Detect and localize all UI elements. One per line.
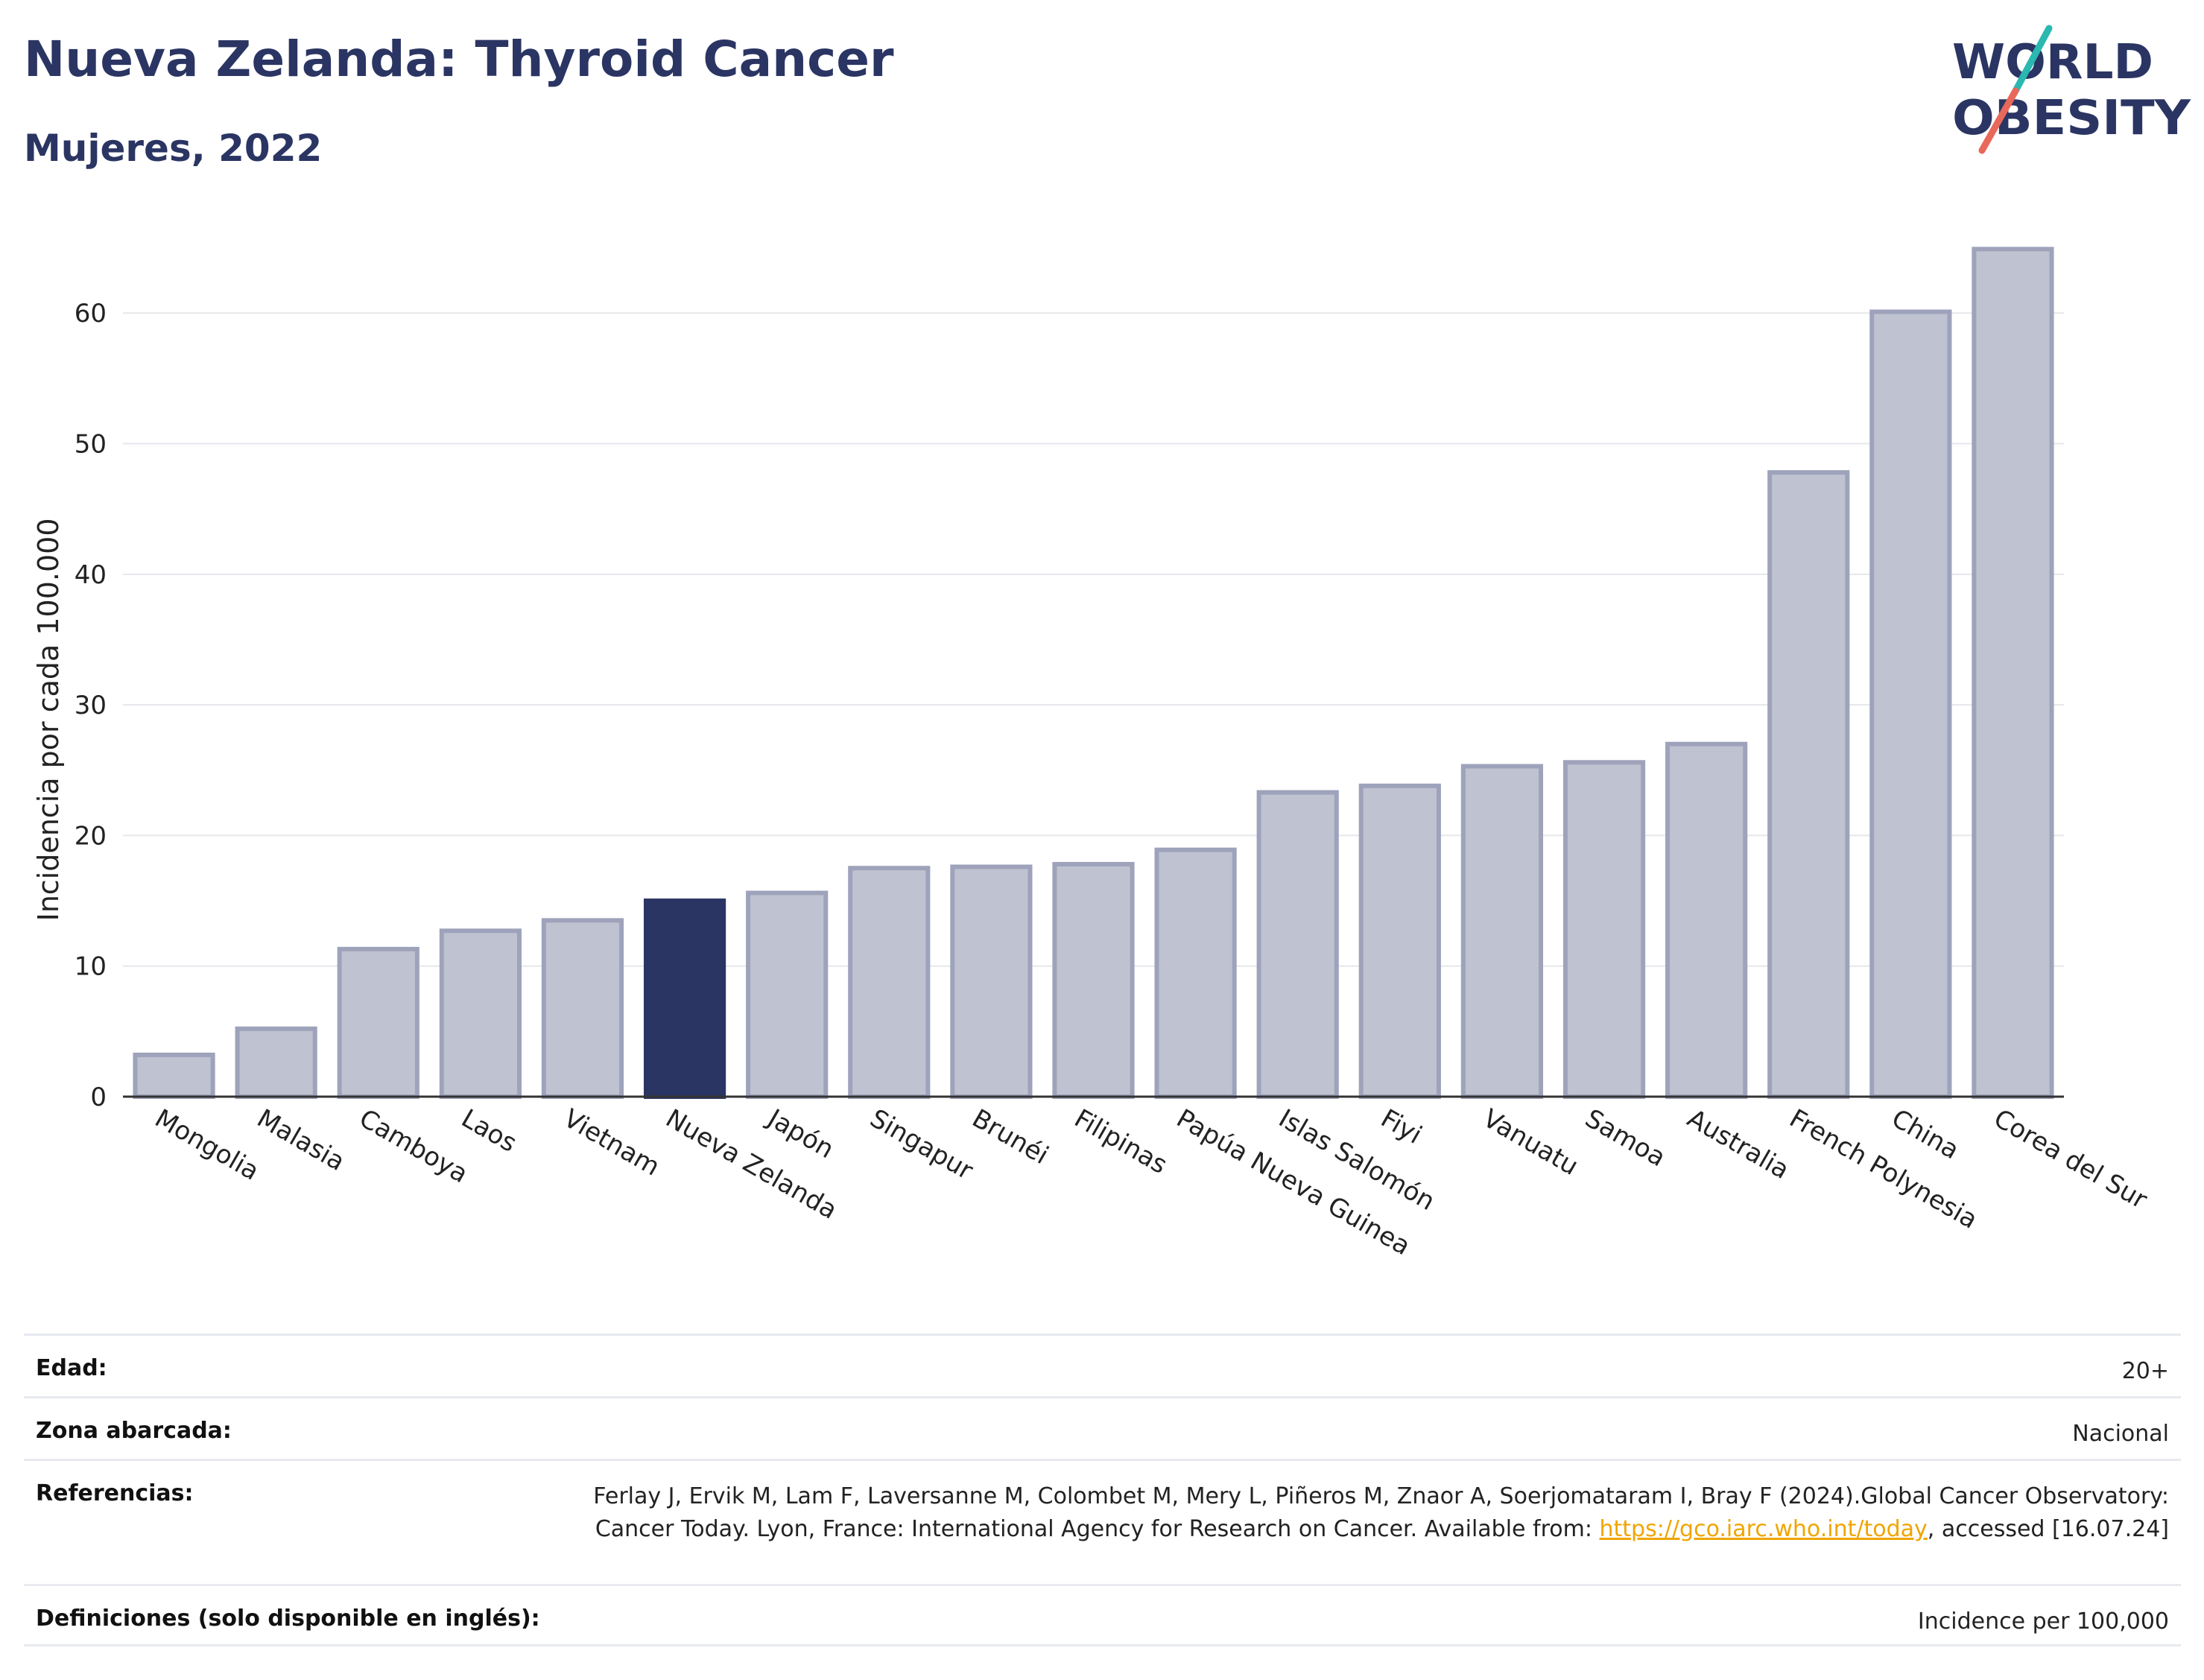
x-tick-label: Filipinas — [1069, 1103, 1172, 1180]
bar-vietnam — [541, 918, 624, 1100]
bar-fiyi — [1358, 783, 1441, 1099]
y-axis-label: Incidencia por cada 100.000 — [32, 518, 65, 921]
bar-mongolia — [133, 1052, 215, 1099]
reference-text-end: , accessed [16.07.24] — [1927, 1515, 2169, 1542]
meta-value: 20+ — [2121, 1358, 2169, 1384]
svg-text:WORLD: WORLD — [1952, 35, 2153, 90]
meta-key: Zona abarcada: — [36, 1418, 232, 1444]
meta-row-age: Edad: 20+ — [24, 1334, 2181, 1396]
chart-subtitle: Mujeres, 2022 — [24, 127, 323, 170]
bar-nueva-zelanda — [643, 898, 726, 1099]
x-tick-label: Japón — [761, 1103, 839, 1164]
bar-china — [1869, 309, 1952, 1100]
x-tick-label: Vietnam — [558, 1103, 665, 1182]
reference-text: Ferlay J, Ervik M, Lam F, Laversanne M, … — [593, 1483, 2169, 1542]
bar-australia — [1665, 741, 1748, 1099]
y-tick-labels: 0 10 20 30 40 50 60 — [75, 299, 107, 1112]
bar-vanuatu — [1460, 764, 1544, 1099]
bar-samoa — [1562, 760, 1646, 1099]
bar-corea-del-sur — [1972, 247, 2054, 1099]
bar-camboya — [337, 946, 419, 1100]
y-tick-label: 0 — [90, 1083, 107, 1112]
x-tick-label: Malasia — [252, 1103, 349, 1177]
x-tick-label: Mongolia — [150, 1103, 264, 1187]
x-tick-label: Laos — [456, 1103, 522, 1158]
x-tick-label: Fiyi — [1375, 1103, 1427, 1150]
metadata-table: Edad: 20+ Zona abarcada: Nacional Refere… — [24, 1334, 2181, 1646]
bar-malasia — [235, 1026, 317, 1099]
y-tick-label: 40 — [75, 560, 107, 590]
y-tick-label: 20 — [75, 821, 107, 851]
meta-key: Referencias: — [36, 1480, 194, 1506]
meta-row-references: Referencias: Ferlay J, Ervik M, Lam F, L… — [24, 1459, 2181, 1584]
x-tick-label: Samoa — [1580, 1103, 1671, 1173]
bar-japón — [746, 890, 829, 1100]
x-tick-label: Singapur — [865, 1103, 978, 1186]
bar-papúa-nueva-guinea — [1154, 847, 1237, 1099]
meta-value: Incidence per 100,000 — [1917, 1608, 2169, 1635]
x-tick-label: Brunéi — [967, 1103, 1054, 1170]
y-tick-label: 30 — [75, 691, 107, 720]
y-tick-label: 50 — [75, 430, 107, 460]
x-tick-label: Nueva Zelanda — [661, 1103, 843, 1226]
bars — [133, 247, 2054, 1100]
meta-row-area: Zona abarcada: Nacional — [24, 1396, 2181, 1459]
meta-value: Ferlay J, Ervik M, Lam F, Laversanne M, … — [567, 1480, 2169, 1545]
meta-key: Definiciones (solo disponible en inglés)… — [36, 1605, 540, 1632]
x-tick-label: China — [1887, 1103, 1964, 1165]
meta-key: Edad: — [36, 1355, 107, 1381]
bar-french-polynesia — [1767, 470, 1850, 1099]
meta-value: Nacional — [2072, 1421, 2169, 1447]
world-obesity-logo: WORLD OBESITY — [1952, 25, 2191, 154]
bar-laos — [439, 928, 522, 1099]
y-tick-label: 60 — [75, 299, 107, 329]
bar-singapur — [848, 866, 931, 1099]
bar-islas-salomón — [1256, 790, 1339, 1099]
x-tick-label: French Polynesia — [1785, 1103, 1983, 1235]
x-tick-label: Australia — [1682, 1103, 1794, 1185]
x-tick-label: Vanuatu — [1478, 1103, 1583, 1182]
x-tick-label: Camboya — [354, 1103, 472, 1189]
y-tick-label: 10 — [75, 952, 107, 982]
bar-brunéi — [950, 864, 1033, 1099]
reference-link[interactable]: https://gco.iarc.who.int/today — [1599, 1515, 1928, 1542]
meta-row-definitions: Definiciones (solo disponible en inglés)… — [24, 1584, 2181, 1646]
x-tick-label: Corea del Sur — [1989, 1103, 2152, 1215]
chart-title: Nueva Zelanda: Thyroid Cancer — [24, 31, 894, 88]
bar-filipinas — [1052, 861, 1135, 1099]
